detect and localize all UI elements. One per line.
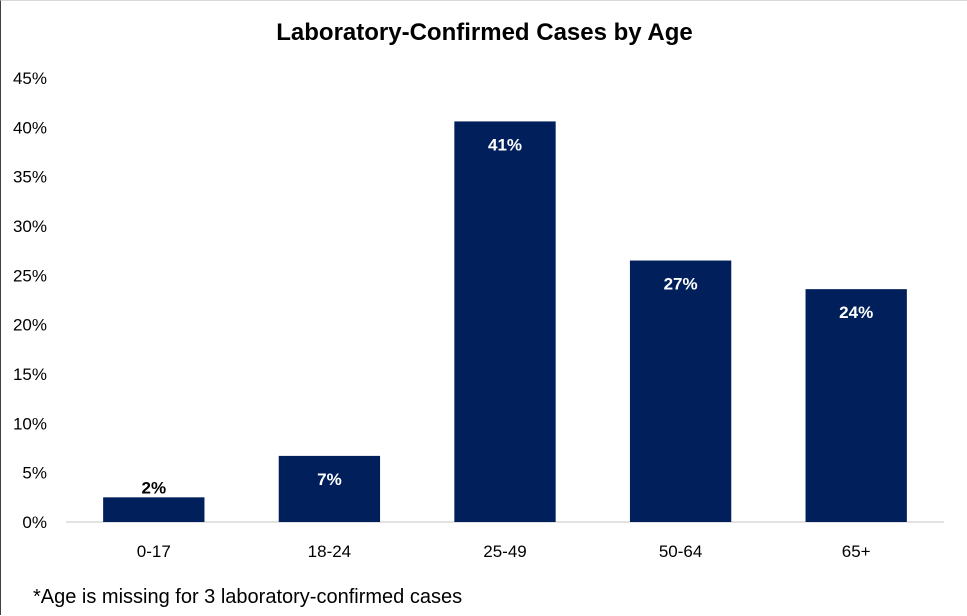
data-label: 41% [488,135,522,154]
bar [103,497,205,522]
x-tick-label: 50-64 [659,542,702,561]
bar [629,260,732,522]
y-tick-label: 45% [13,69,47,88]
y-tick-label: 40% [13,118,47,137]
x-tick-label: 0-17 [137,542,171,561]
y-tick-label: 20% [13,316,47,335]
y-tick-label: 30% [13,217,47,236]
y-tick-label: 10% [13,414,47,433]
data-label: 2% [142,478,167,497]
bars-group: 2% 7% 41% 27% 24% [103,121,907,522]
bar [278,455,381,522]
data-label: 27% [664,275,698,294]
data-label: 24% [839,303,873,322]
y-tick-label: 15% [13,365,47,384]
data-label: 7% [317,470,342,489]
x-tick-label: 65+ [842,542,871,561]
bar [805,289,907,522]
x-tick-label: 18-24 [308,542,351,561]
x-axis-labels: 0-17 18-24 25-49 50-64 65+ [137,542,871,561]
y-tick-label: 35% [13,168,47,187]
x-tick-label: 25-49 [483,542,526,561]
bar [454,121,556,522]
y-tick-label: 25% [13,266,47,285]
chart-footnote: *Age is missing for 3 laboratory-confirm… [33,586,463,608]
chart-title: Laboratory-Confirmed Cases by Age [276,19,693,46]
y-tick-label: 5% [22,464,47,483]
y-axis-ticks: 0% 5% 10% 15% 20% 25% 30% 35% 40% 45% [13,69,47,532]
y-tick-label: 0% [22,513,47,532]
